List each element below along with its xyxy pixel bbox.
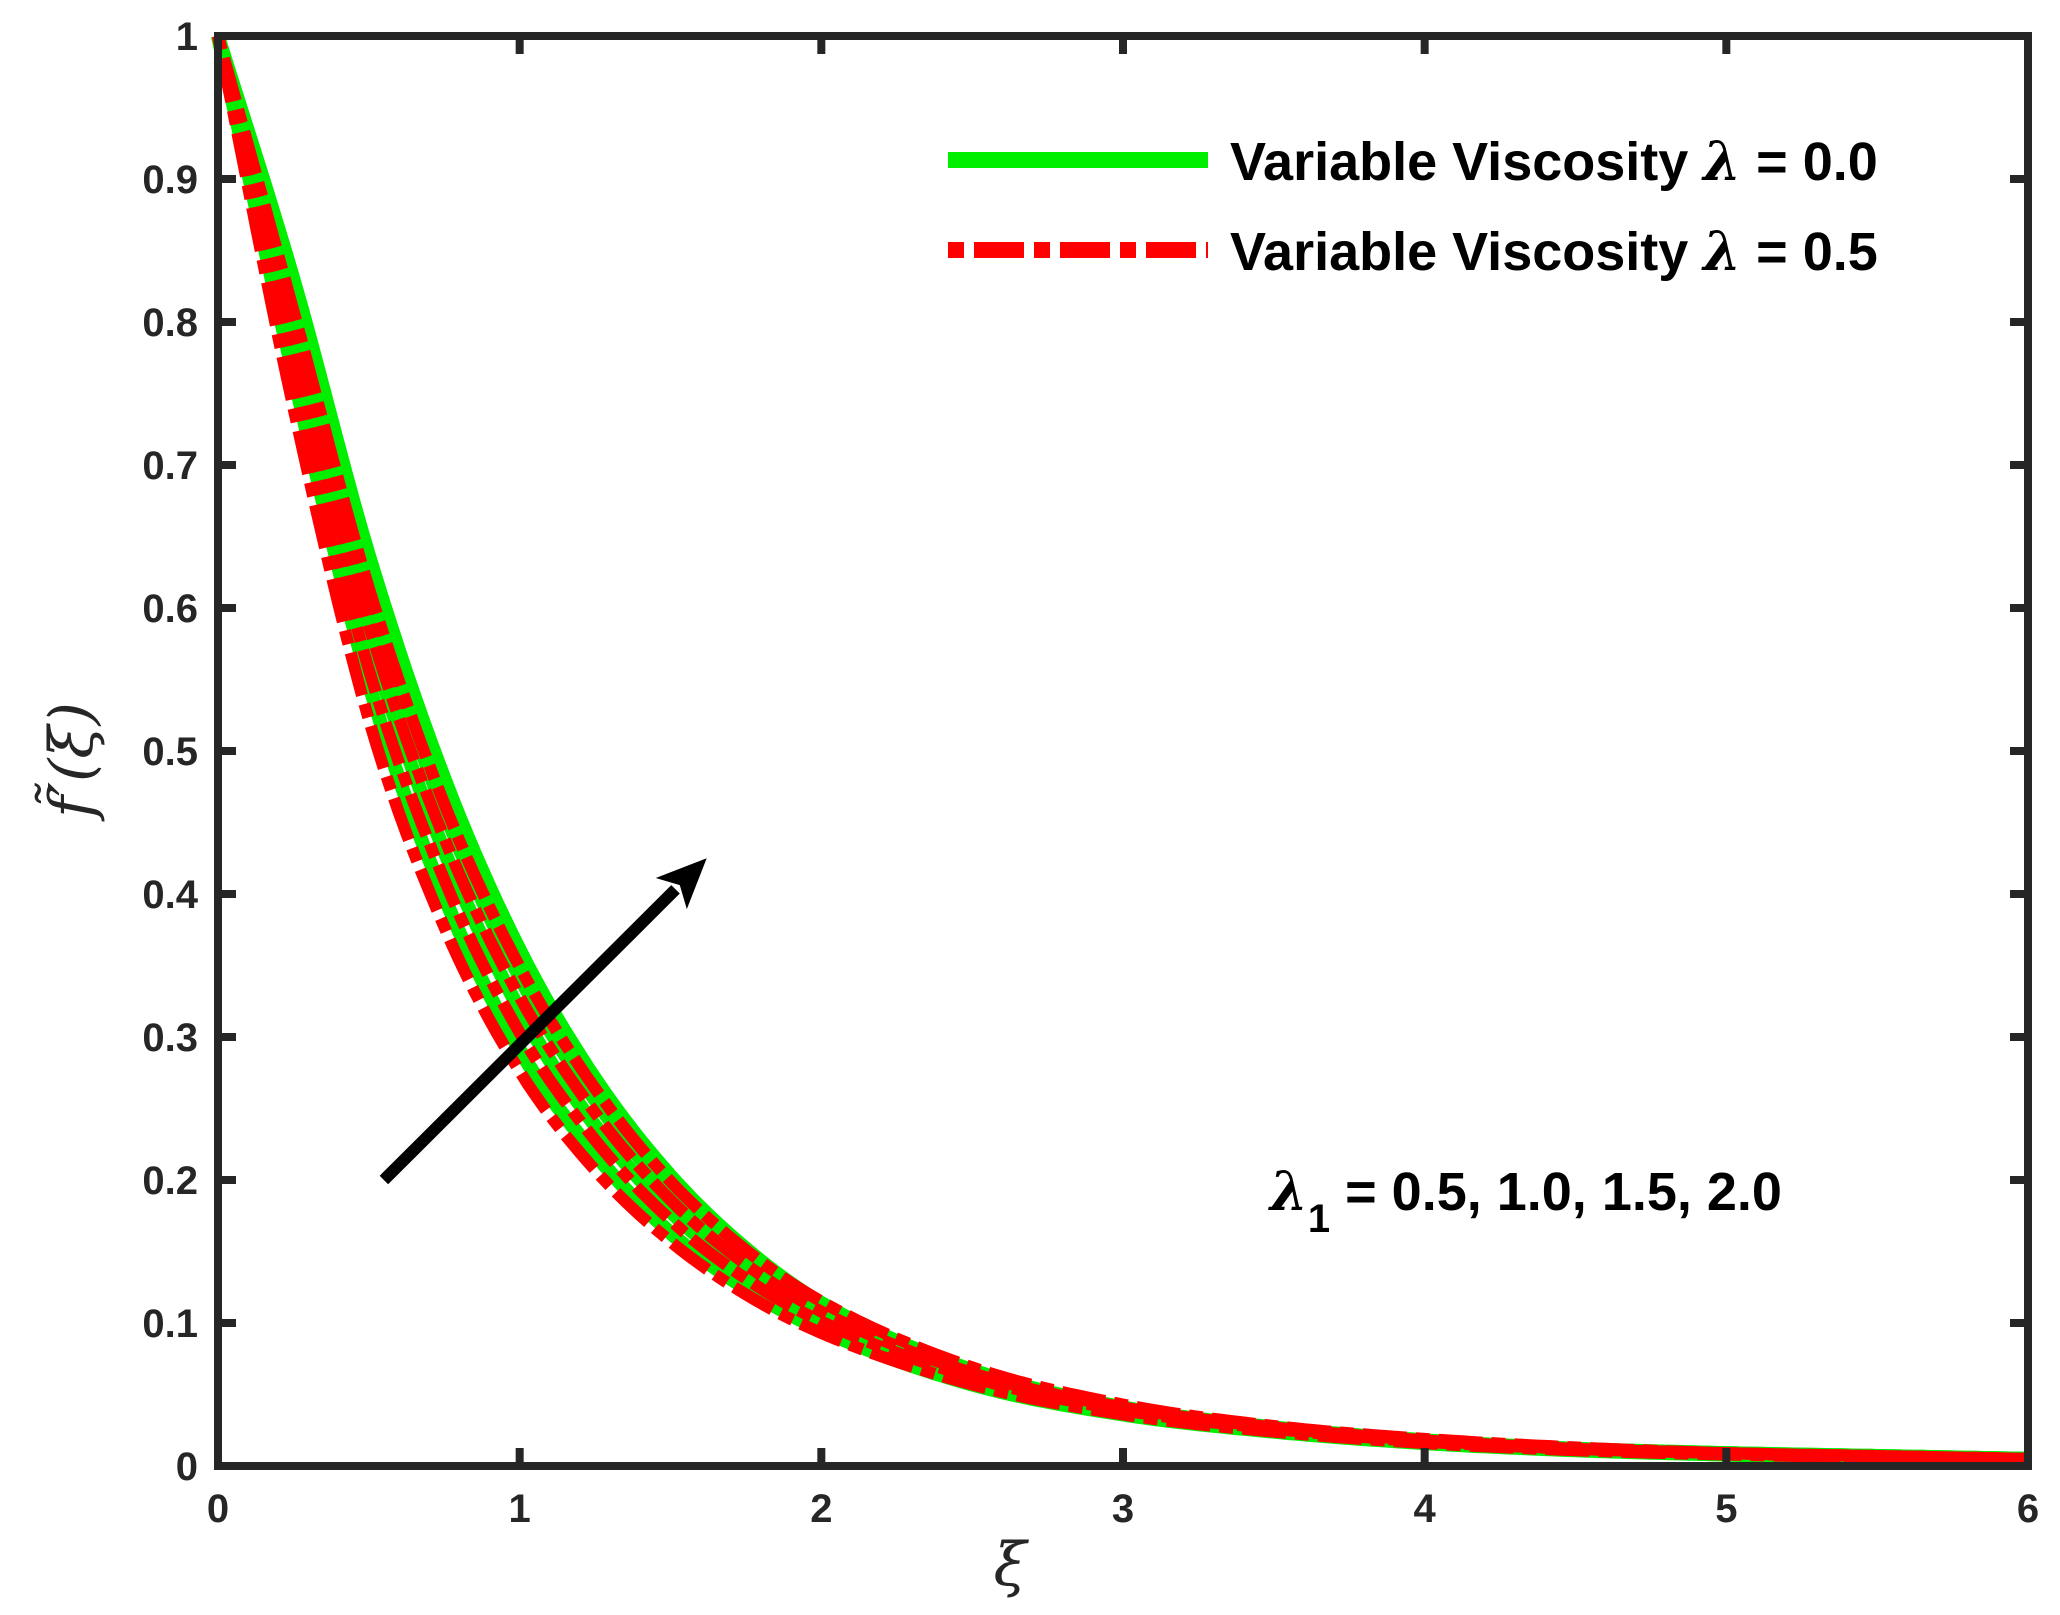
axes-box (214, 32, 2032, 1470)
legend-label-lambda-05: Variable Viscosity λ = 0.5 (1230, 219, 1878, 283)
x-tick-label: 5 (1715, 1487, 1737, 1531)
y-tick-label: 0.9 (142, 158, 198, 202)
y-tick-label: 0.7 (142, 444, 198, 488)
y-axis-label: f̃′(ξ) (34, 702, 107, 822)
y-tick-label: 0.5 (142, 730, 198, 774)
y-tick-label: 0.6 (142, 587, 198, 631)
x-axis-label: ξ (993, 1530, 1029, 1600)
legend: Variable Viscosity λ = 0.0 Variable Visc… (948, 129, 1878, 283)
x-tick-label: 0 (207, 1487, 229, 1531)
x-tick-label: 2 (810, 1487, 832, 1531)
x-tick-label: 4 (1414, 1487, 1437, 1531)
y-tick-labels: 0 0.1 0.2 0.3 0.4 0.5 0.6 0.7 0.8 0.9 1 (142, 15, 198, 1489)
x-tick-label: 6 (2017, 1487, 2039, 1531)
y-tick-label: 1 (176, 15, 198, 59)
y-tick-label: 0 (176, 1445, 198, 1489)
y-tick-label: 0.4 (142, 873, 198, 917)
legend-label-lambda-0: Variable Viscosity λ = 0.0 (1230, 129, 1878, 193)
arrow-head (655, 858, 707, 910)
y-tick-label: 0.2 (142, 1159, 198, 1203)
y-tick-label: 0.3 (142, 1016, 198, 1060)
y-tick-label: 0.8 (142, 301, 198, 345)
x-tick-label: 1 (509, 1487, 531, 1531)
lambda1-annotation: λ1 = 0.5, 1.0, 1.5, 2.0 (1268, 1159, 1782, 1241)
x-tick-labels: 0 1 2 3 4 5 6 (207, 1487, 2039, 1531)
y-tick-label: 0.1 (142, 1302, 198, 1346)
trend-arrow (379, 858, 707, 1185)
arrow-shaft (379, 885, 680, 1185)
x-tick-label: 3 (1112, 1487, 1134, 1531)
